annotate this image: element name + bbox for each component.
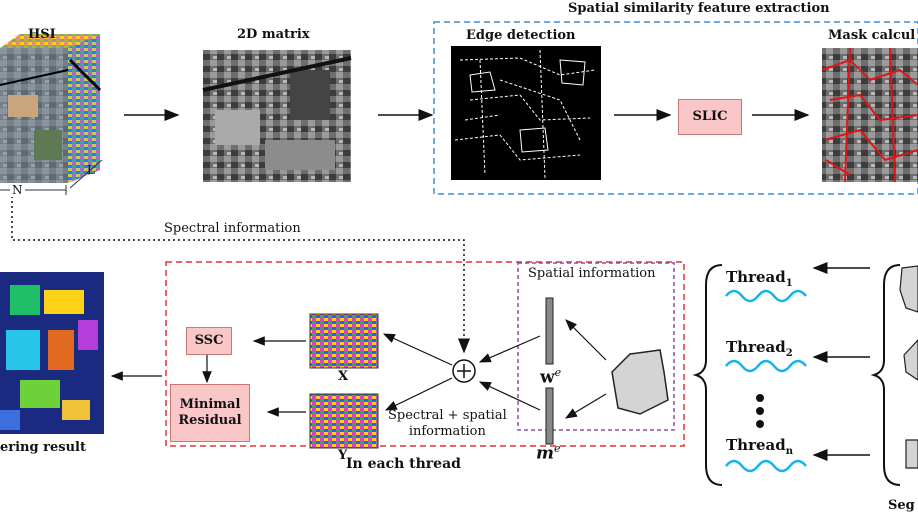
matrix-image (202, 50, 352, 182)
spectral-info-label: Spectral information (164, 221, 301, 236)
edge-image (451, 46, 601, 180)
left-brace (692, 264, 723, 486)
minimal-residual-box: Minimal Residual (170, 384, 250, 442)
spatial-feature-box (433, 21, 918, 195)
mask-label: Mask calcul (828, 28, 916, 43)
x-label: X (338, 369, 349, 384)
me-bar (545, 387, 554, 445)
thread-box (165, 261, 685, 447)
y-matrix (309, 393, 379, 449)
thread1-label: Thread1 (726, 268, 793, 289)
x-matrix (309, 313, 379, 369)
superpixel-shape (611, 349, 669, 415)
thread1-wave (725, 289, 807, 303)
y-label: Y (338, 448, 348, 463)
me-label: me (536, 442, 561, 464)
spectral-spatial-label: Spectral + spatial information (388, 408, 507, 440)
segment-label: Seg (888, 498, 915, 513)
thread2-wave (725, 359, 807, 373)
slic-box: SLIC (678, 99, 742, 135)
minimal-residual-line1: Minimal (179, 397, 241, 412)
thread2-label: Thread2 (726, 338, 793, 359)
spatial-info-box (517, 262, 675, 431)
ssc-box: SSC (186, 327, 232, 355)
right-brace (870, 264, 901, 486)
threadn-wave (725, 459, 807, 473)
threadn-label: Threadn (726, 436, 794, 457)
spectral-spatial-line1: Spectral + spatial (388, 408, 507, 423)
edge-detection-label: Edge detection (466, 28, 576, 43)
we-bar (545, 297, 554, 365)
dim-l-label: L (87, 163, 95, 177)
clustering-result-image (0, 272, 104, 434)
spectral-path (11, 196, 470, 354)
mask-image (821, 47, 918, 183)
clustering-result-label: ering result (0, 440, 86, 455)
spatial-feature-title: Spatial similarity feature extraction (568, 1, 830, 16)
matrix-label: 2D matrix (237, 27, 310, 42)
minimal-residual-line2: Residual (178, 413, 242, 428)
we-label: we (540, 366, 562, 388)
hsi-label: HSI (28, 27, 56, 42)
dim-n-label: N (10, 183, 25, 197)
spectral-spatial-line2: information (408, 424, 486, 439)
hsi-cube-image (0, 34, 102, 183)
spatial-info-label: Spatial information (528, 266, 656, 281)
thread-box-caption: In each thread (346, 456, 461, 472)
